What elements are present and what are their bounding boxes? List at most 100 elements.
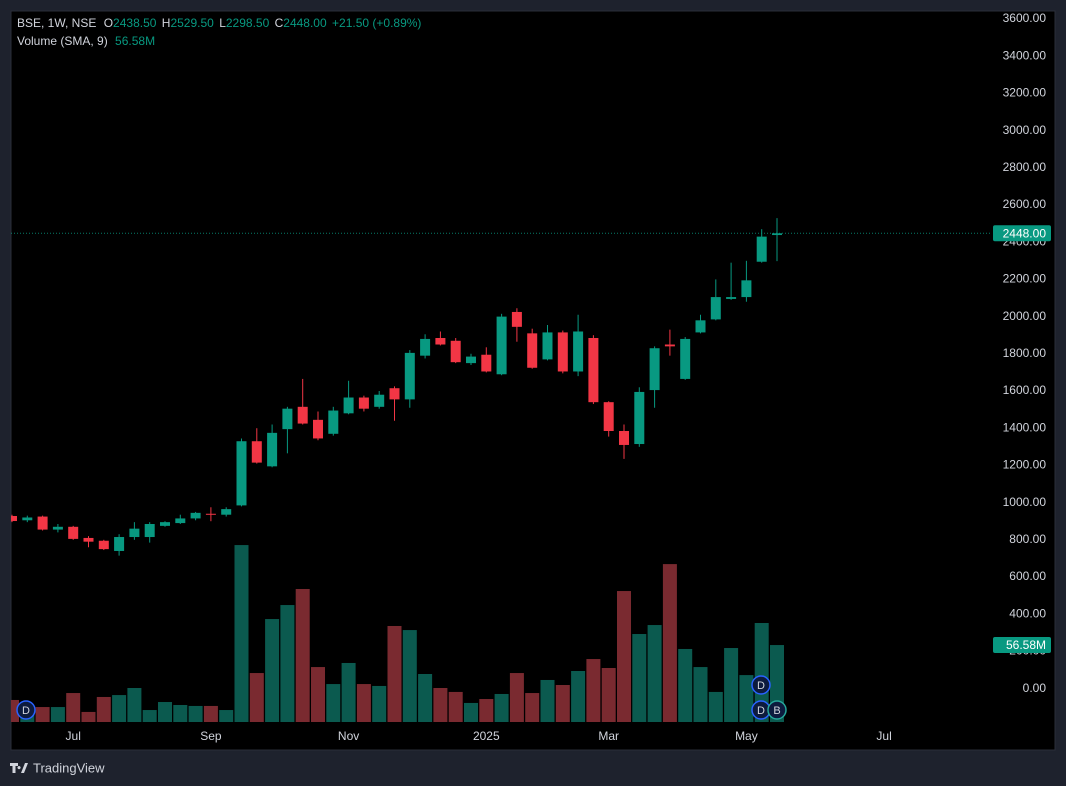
candle-body	[695, 320, 706, 333]
volume-bar	[754, 622, 769, 722]
candle-body	[511, 311, 522, 327]
volume-bar	[326, 684, 341, 722]
candle-body	[542, 332, 553, 360]
volume-title: Volume (SMA, 9)	[17, 34, 108, 48]
y-tick-label: 1000.00	[1003, 495, 1047, 509]
candle-body	[52, 526, 63, 530]
volume-bar	[509, 673, 524, 722]
x-tick-label: Jul	[66, 729, 81, 743]
volume-bar	[601, 668, 616, 722]
candle-body	[680, 338, 691, 379]
candle-body	[664, 344, 675, 347]
volume-bar	[96, 696, 111, 722]
x-tick-label: 2025	[473, 729, 500, 743]
candle-body	[496, 316, 507, 375]
o-value: 2438.50	[113, 16, 157, 30]
candle-body	[205, 513, 216, 515]
candle-body	[557, 332, 568, 372]
candle-body	[328, 410, 339, 434]
volume-bar	[708, 691, 723, 722]
candle-body	[481, 354, 492, 372]
candle-body	[83, 537, 94, 542]
candle-body	[37, 516, 48, 530]
volume-bar	[678, 648, 693, 722]
h-label: H	[162, 16, 171, 30]
volume-bar	[571, 671, 586, 722]
volume-bar	[739, 675, 754, 722]
candle-body	[374, 394, 385, 407]
candle-body	[435, 337, 446, 345]
y-tick-label: 3200.00	[1003, 86, 1047, 100]
volume-bar	[647, 625, 662, 722]
plot	[11, 218, 990, 722]
volume-bar	[81, 711, 96, 722]
legend-header: BSE, 1W, NSE O2438.50 H2529.50 L2298.50 …	[17, 16, 421, 30]
volume-bar	[662, 564, 677, 722]
candle-body	[175, 518, 186, 524]
candle-body	[756, 236, 767, 262]
volume-bar	[265, 619, 280, 722]
l-label: L	[219, 16, 226, 30]
candle-body	[358, 397, 369, 409]
y-tick-label: 600.00	[1009, 569, 1046, 583]
volume-bar	[249, 673, 264, 722]
volume-bar	[448, 691, 463, 722]
volume-bar	[112, 695, 127, 722]
volume-bar	[402, 630, 417, 722]
y-tick-label: 3600.00	[1003, 11, 1047, 25]
candle-body	[649, 348, 660, 391]
event-marker-label: D	[757, 705, 765, 717]
candle-body	[634, 391, 645, 445]
volume-bar	[234, 545, 249, 722]
y-tick-label: 3000.00	[1003, 123, 1047, 137]
volume-bar	[586, 659, 601, 722]
x-tick-label: Sep	[200, 729, 222, 743]
volume-bar	[724, 648, 739, 722]
y-tick-label: 400.00	[1009, 606, 1046, 620]
volume-bar	[173, 705, 188, 722]
candle-body	[573, 331, 584, 372]
candle-body	[772, 233, 782, 236]
o-label: O	[104, 16, 113, 30]
volume-badge	[993, 637, 1051, 654]
event-marker: D	[751, 700, 771, 720]
volume-value: 56.58M	[115, 34, 155, 48]
candle-body	[267, 432, 278, 467]
volume-legend: Volume (SMA, 9) 56.58M	[17, 34, 155, 48]
volume-bar	[295, 588, 310, 722]
candle-body	[282, 408, 293, 430]
event-marker-circle	[751, 675, 771, 695]
volume-bar	[127, 688, 142, 722]
y-tick-label: 2200.00	[1003, 272, 1047, 286]
volume-bar	[219, 710, 234, 722]
event-marker-label: D	[757, 680, 765, 692]
volume-bar	[479, 699, 494, 722]
candle-body	[450, 340, 461, 363]
symbol: BSE, 1W, NSE	[17, 16, 96, 30]
event-marker-circle	[16, 700, 36, 720]
event-marker-circle	[767, 700, 787, 720]
y-tick-label: 3400.00	[1003, 48, 1047, 62]
y-tick-label: 2800.00	[1003, 160, 1047, 174]
brand-logo	[10, 763, 28, 773]
y-tick-label: 800.00	[1009, 532, 1046, 546]
candle-body	[22, 517, 33, 521]
x-tick-label: Jul	[876, 729, 891, 743]
candle-body	[251, 441, 262, 463]
candle-body	[741, 280, 752, 298]
volume-bar	[142, 710, 157, 722]
volume-bar	[158, 702, 172, 722]
volume-bar	[50, 707, 65, 722]
volume-bar	[525, 693, 540, 722]
event-marker: D	[751, 675, 771, 695]
change: +21.50 (+0.89%)	[332, 16, 421, 30]
volume-bar	[494, 693, 509, 722]
h-value: 2529.50	[170, 16, 214, 30]
y-tick-label: 1200.00	[1003, 458, 1047, 472]
y-tick-label: 1800.00	[1003, 346, 1047, 360]
volume-badge-label: 56.58M	[1006, 638, 1046, 652]
y-tick-label: 2000.00	[1003, 309, 1047, 323]
y-tick-label: 1400.00	[1003, 420, 1047, 434]
volume-bar	[280, 605, 295, 722]
